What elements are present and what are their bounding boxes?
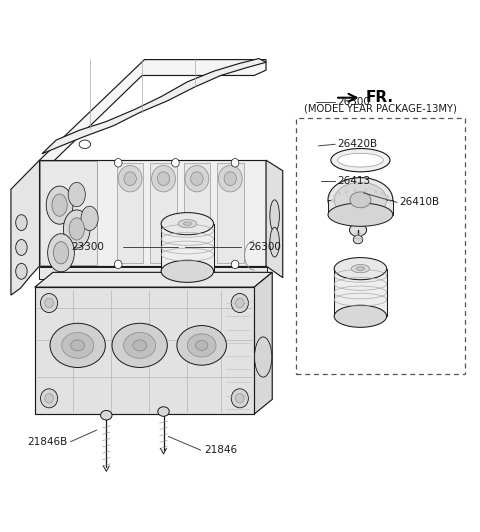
Ellipse shape bbox=[40, 294, 58, 313]
Ellipse shape bbox=[178, 220, 196, 228]
Ellipse shape bbox=[231, 389, 249, 408]
Ellipse shape bbox=[161, 213, 214, 235]
Ellipse shape bbox=[114, 159, 122, 167]
Ellipse shape bbox=[224, 172, 237, 186]
Ellipse shape bbox=[52, 194, 67, 216]
Ellipse shape bbox=[118, 165, 142, 192]
Polygon shape bbox=[266, 160, 283, 278]
Ellipse shape bbox=[16, 239, 27, 255]
Ellipse shape bbox=[45, 298, 53, 308]
Ellipse shape bbox=[350, 192, 371, 208]
Polygon shape bbox=[39, 160, 266, 266]
Text: 26413: 26413 bbox=[337, 176, 371, 186]
Ellipse shape bbox=[334, 257, 387, 280]
Ellipse shape bbox=[48, 234, 74, 272]
Polygon shape bbox=[117, 163, 144, 263]
Ellipse shape bbox=[157, 172, 170, 186]
Text: 21846B: 21846B bbox=[27, 437, 67, 447]
Text: 26300: 26300 bbox=[249, 242, 281, 252]
Ellipse shape bbox=[69, 218, 84, 240]
Polygon shape bbox=[35, 272, 272, 287]
Ellipse shape bbox=[114, 260, 122, 269]
Ellipse shape bbox=[231, 294, 249, 313]
Polygon shape bbox=[328, 200, 393, 215]
Ellipse shape bbox=[46, 186, 73, 224]
Ellipse shape bbox=[218, 165, 242, 192]
Ellipse shape bbox=[254, 337, 272, 377]
Ellipse shape bbox=[161, 260, 214, 282]
Polygon shape bbox=[334, 269, 387, 317]
Ellipse shape bbox=[351, 264, 370, 273]
Ellipse shape bbox=[195, 340, 208, 351]
Text: 26300: 26300 bbox=[337, 97, 371, 107]
Ellipse shape bbox=[63, 210, 90, 248]
Ellipse shape bbox=[50, 323, 105, 368]
Polygon shape bbox=[40, 161, 97, 265]
Ellipse shape bbox=[79, 140, 91, 148]
Ellipse shape bbox=[331, 148, 390, 172]
Ellipse shape bbox=[124, 332, 156, 358]
Ellipse shape bbox=[236, 298, 244, 308]
Ellipse shape bbox=[68, 182, 85, 207]
Polygon shape bbox=[38, 267, 267, 279]
Text: FR.: FR. bbox=[365, 90, 393, 105]
Ellipse shape bbox=[270, 200, 279, 231]
Text: 23300: 23300 bbox=[71, 242, 104, 252]
Ellipse shape bbox=[158, 407, 169, 417]
Ellipse shape bbox=[328, 178, 393, 222]
Text: (MODEL YEAR PACKAGE-13MY): (MODEL YEAR PACKAGE-13MY) bbox=[304, 104, 457, 114]
Ellipse shape bbox=[334, 305, 387, 327]
Ellipse shape bbox=[133, 340, 146, 351]
Text: 21846: 21846 bbox=[204, 445, 237, 455]
Ellipse shape bbox=[172, 260, 179, 269]
Ellipse shape bbox=[334, 182, 387, 217]
Ellipse shape bbox=[71, 340, 84, 351]
Ellipse shape bbox=[172, 159, 179, 167]
Bar bbox=[296, 118, 466, 375]
Polygon shape bbox=[217, 163, 244, 263]
Ellipse shape bbox=[236, 394, 244, 403]
Ellipse shape bbox=[353, 235, 363, 244]
Ellipse shape bbox=[328, 203, 393, 226]
Ellipse shape bbox=[45, 394, 53, 403]
Ellipse shape bbox=[183, 222, 192, 226]
Ellipse shape bbox=[231, 260, 239, 269]
Ellipse shape bbox=[177, 326, 227, 365]
Ellipse shape bbox=[16, 263, 27, 279]
Ellipse shape bbox=[101, 411, 112, 420]
Ellipse shape bbox=[270, 227, 279, 257]
Polygon shape bbox=[183, 163, 210, 263]
Ellipse shape bbox=[337, 153, 384, 167]
Ellipse shape bbox=[61, 332, 94, 358]
Ellipse shape bbox=[40, 389, 58, 408]
Text: 26420B: 26420B bbox=[337, 139, 378, 149]
Polygon shape bbox=[161, 223, 214, 271]
Ellipse shape bbox=[81, 206, 98, 230]
Polygon shape bbox=[150, 163, 177, 263]
Polygon shape bbox=[35, 287, 254, 414]
Ellipse shape bbox=[112, 323, 168, 368]
Ellipse shape bbox=[231, 159, 239, 167]
Ellipse shape bbox=[152, 165, 176, 192]
Polygon shape bbox=[37, 60, 266, 177]
Ellipse shape bbox=[124, 172, 136, 186]
Ellipse shape bbox=[349, 223, 367, 236]
Polygon shape bbox=[254, 272, 272, 414]
Ellipse shape bbox=[53, 242, 69, 264]
Text: 26410B: 26410B bbox=[399, 197, 440, 207]
Ellipse shape bbox=[357, 267, 364, 270]
Polygon shape bbox=[42, 59, 266, 154]
Polygon shape bbox=[11, 160, 39, 295]
Ellipse shape bbox=[185, 165, 209, 192]
Ellipse shape bbox=[187, 334, 216, 357]
Ellipse shape bbox=[16, 215, 27, 230]
Ellipse shape bbox=[191, 172, 203, 186]
